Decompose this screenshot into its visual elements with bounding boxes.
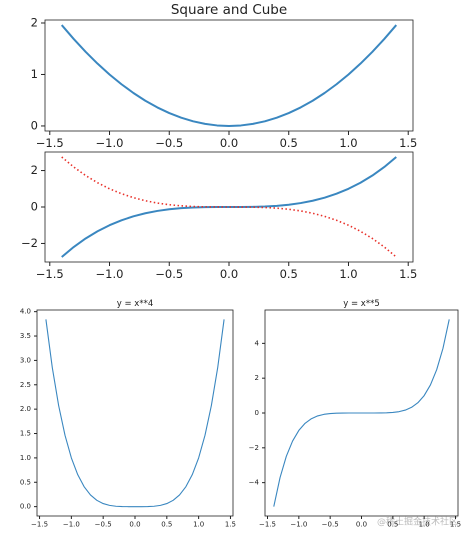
x-tick-label: 0.5: [280, 136, 298, 150]
x-tick-label: 0.5: [161, 520, 172, 528]
series-line: [45, 319, 225, 508]
y-tick-label: 0.0: [20, 503, 31, 511]
x-tick-label: 0.0: [129, 520, 140, 528]
chart-title: y = x**4: [117, 299, 154, 309]
y-tick-label: 4.0: [20, 308, 31, 316]
x-tick-label: −0.5: [155, 267, 183, 281]
x-tick-label: −1.5: [259, 520, 276, 528]
y-tick-label: 0: [31, 200, 38, 214]
x-tick-label: 1.5: [399, 136, 417, 150]
series-line: [61, 156, 397, 258]
x-tick-label: 0.5: [280, 267, 298, 281]
y-tick-label: 0: [255, 409, 259, 417]
x-tick-label: −0.5: [322, 520, 339, 528]
x-tick-label: 0.0: [220, 267, 238, 281]
series-line: [273, 319, 450, 507]
x-tick-label: −1.5: [36, 267, 64, 281]
y-tick-label: 2.0: [20, 405, 31, 413]
watermark: @稀土掘金技术社区: [377, 516, 458, 528]
x-tick-label: −1.0: [96, 136, 124, 150]
x-tick-label: 1.5: [399, 267, 417, 281]
y-tick-label: 3.0: [20, 356, 31, 364]
x-tick-label: 1.0: [419, 520, 430, 528]
x-tick-label: 0.5: [387, 520, 398, 528]
chart-title: y = x**5: [343, 299, 380, 309]
y-tick-label: 1: [31, 67, 38, 81]
x-tick-label: 0.0: [356, 520, 367, 528]
chart-title: Square and Cube: [171, 2, 287, 18]
y-tick-label: 2.5: [20, 381, 31, 389]
y-tick-label: 0: [31, 118, 38, 132]
x-tick-label: −1.0: [96, 267, 124, 281]
y-tick-label: 1.5: [20, 430, 31, 438]
x-tick-label: 0.0: [220, 136, 238, 150]
axes-frame: [36, 309, 234, 517]
x-tick-label: −1.0: [290, 520, 307, 528]
y-tick-label: 2: [255, 374, 259, 382]
x-tick-label: −0.5: [155, 136, 183, 150]
y-tick-label: 2: [31, 163, 38, 177]
x-tick-label: −1.5: [36, 136, 64, 150]
y-tick-label: 1.0: [20, 454, 31, 462]
x-tick-label: 1.0: [339, 136, 357, 150]
axes-frame: [44, 19, 414, 132]
y-tick-label: 4: [255, 339, 260, 347]
series-line: [60, 24, 398, 127]
x-tick-label: −1.0: [63, 520, 80, 528]
x-tick-label: 1.5: [450, 520, 461, 528]
axes-frame: [44, 151, 414, 263]
y-tick-label: 2: [31, 15, 38, 29]
x-tick-label: 1.5: [225, 520, 236, 528]
x-tick-label: −1.5: [31, 520, 48, 528]
y-tick-label: 3.5: [20, 332, 31, 340]
y-tick-label: −2: [21, 236, 38, 250]
y-tick-label: −2: [249, 444, 259, 452]
series-line: [61, 156, 397, 258]
x-tick-label: 1.0: [339, 267, 357, 281]
axes-frame: [264, 309, 459, 517]
y-tick-label: −4: [249, 479, 260, 487]
y-tick-label: 0.5: [20, 478, 31, 486]
x-tick-label: 1.0: [193, 520, 204, 528]
x-tick-label: −0.5: [95, 520, 112, 528]
